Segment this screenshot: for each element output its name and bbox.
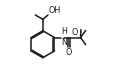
Text: H: H	[62, 27, 67, 36]
Text: O: O	[65, 48, 71, 57]
Text: O: O	[71, 28, 78, 37]
Text: N: N	[62, 38, 67, 47]
Text: OH: OH	[49, 6, 61, 15]
